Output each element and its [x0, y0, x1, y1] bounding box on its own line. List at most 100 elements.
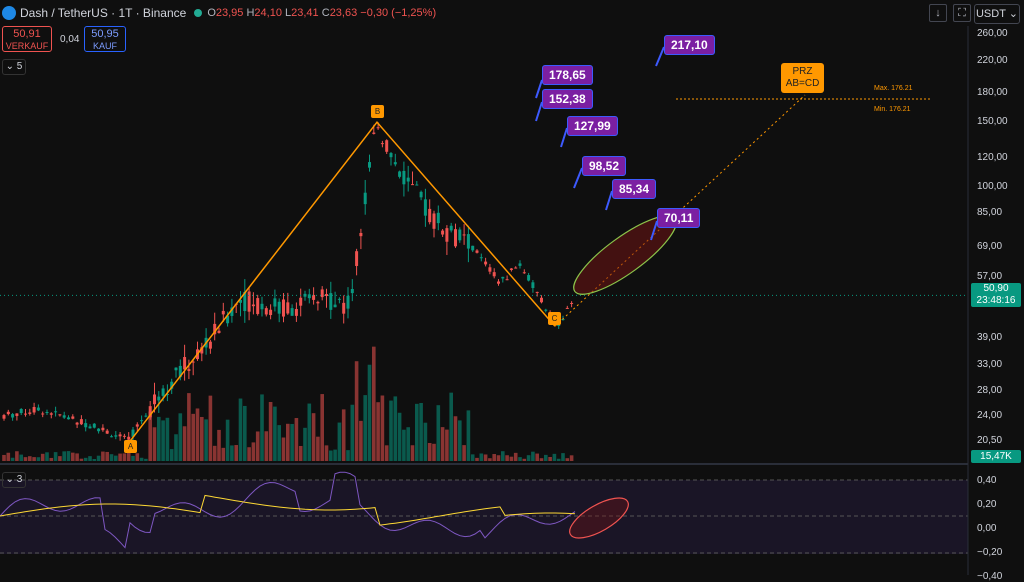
download-icon[interactable]: ↓: [929, 4, 947, 22]
candle-body: [462, 234, 466, 236]
candle-body: [333, 304, 337, 308]
candle-body: [380, 143, 384, 145]
volume-bar: [449, 392, 453, 461]
target-label[interactable]: 217,10: [664, 35, 715, 55]
candle-body: [45, 411, 49, 413]
volume-bar: [565, 458, 570, 461]
candle-body: [251, 304, 255, 307]
collapse-indicators-button[interactable]: ⌄ 5: [2, 59, 26, 75]
indicator-tick-label: −0,20: [977, 547, 1003, 558]
candle-body: [187, 369, 191, 371]
volume-bar: [58, 456, 62, 461]
buy-price: 50,95: [91, 28, 119, 40]
candle-body: [217, 330, 221, 333]
target-label[interactable]: 70,11: [657, 208, 701, 228]
volume-bar: [522, 458, 527, 461]
volume-bar: [36, 457, 41, 461]
volume-bar: [552, 453, 557, 461]
candle-body: [273, 298, 277, 307]
volume-bar: [488, 458, 492, 461]
prz-label[interactable]: PRZ AB=CD: [781, 63, 824, 93]
candle-body: [505, 279, 509, 281]
volume-bar: [432, 443, 436, 461]
target-pointer: [560, 127, 568, 148]
price-tick-label: 150,00: [977, 116, 1008, 128]
candle-body: [428, 208, 432, 223]
fullscreen-icon[interactable]: ⛶: [953, 4, 971, 22]
candle-body: [144, 415, 148, 417]
pattern-point-c[interactable]: C: [548, 312, 561, 325]
candle-body: [449, 225, 453, 231]
volume-bar: [337, 422, 342, 461]
volume-bar: [350, 404, 355, 461]
currency-select[interactable]: USDT ⌄: [974, 4, 1020, 24]
volume-bar: [359, 420, 363, 461]
volume-bar: [518, 457, 522, 461]
candle-body: [6, 411, 10, 415]
target-label[interactable]: 98,52: [582, 156, 627, 176]
candle-body: [458, 229, 462, 241]
volume-bar: [436, 405, 441, 461]
candle-body: [226, 315, 230, 324]
volume-bar: [83, 457, 88, 461]
candle-body: [41, 413, 45, 415]
volume-bar: [131, 455, 135, 461]
price-tick-label: 69,00: [977, 240, 1003, 252]
volume-bar: [230, 445, 234, 461]
volume-bar: [479, 453, 484, 461]
candle-body: [15, 413, 19, 416]
volume-bar: [419, 403, 423, 461]
candle-body: [11, 414, 15, 418]
candle-body: [441, 230, 445, 235]
volume-bar: [462, 445, 466, 461]
volume-bar: [290, 423, 294, 461]
candle-body: [484, 261, 488, 265]
candle-body: [294, 309, 298, 316]
indicator-tick-label: 0,40: [977, 475, 997, 486]
collapse-rsi-button[interactable]: ⌄ 3: [2, 472, 26, 488]
volume-bar: [212, 445, 217, 461]
buy-button[interactable]: 50,95 KAUF: [84, 26, 126, 52]
target-label[interactable]: 178,65: [542, 65, 593, 85]
candle-body: [570, 302, 574, 304]
buy-label: KAUF: [92, 41, 117, 51]
pattern-point-b[interactable]: B: [371, 105, 384, 118]
pattern-point-a[interactable]: A: [124, 440, 137, 453]
candle-body: [191, 361, 195, 363]
volume-bar: [402, 429, 406, 461]
candle-body: [200, 347, 204, 354]
target-label[interactable]: 127,99: [567, 116, 618, 136]
volume-bar: [165, 417, 170, 461]
symbol-title[interactable]: Dash / TetherUS · 1T · Binance: [20, 6, 187, 20]
candle-body: [165, 394, 169, 396]
volume-bar: [208, 395, 213, 461]
volume-bar: [311, 413, 316, 461]
candle-body: [531, 282, 535, 288]
target-label[interactable]: 85,34: [612, 179, 657, 199]
candle-body: [389, 153, 393, 158]
volume-bar: [96, 455, 101, 461]
volume-bar: [406, 427, 410, 461]
candle-body: [153, 394, 156, 405]
target-label[interactable]: 152,38: [542, 89, 593, 109]
rsi-band: [0, 480, 968, 554]
candle-body: [208, 341, 212, 349]
volume-bar: [320, 394, 324, 461]
candle-body: [62, 415, 66, 418]
price-axis[interactable]: 260,00 220,00 180,00 150,00 120,00 100,00 85,0…: [969, 26, 1024, 582]
candle-body: [84, 423, 88, 428]
price-tick-label: 39,00: [977, 332, 1003, 344]
sell-button[interactable]: 50,91 VERKAUF: [2, 26, 52, 52]
volume-bar: [161, 420, 165, 461]
indicator-zone-ellipse: [569, 497, 629, 539]
volume-bar: [277, 425, 281, 461]
candle-body: [122, 435, 126, 437]
volume-bar: [75, 453, 79, 461]
volume-bar: [531, 451, 535, 461]
volume-bar: [105, 451, 109, 461]
volume-bar: [191, 413, 195, 461]
candle-body: [269, 309, 273, 316]
volume-bar: [238, 398, 243, 461]
volume-bar: [384, 445, 389, 461]
